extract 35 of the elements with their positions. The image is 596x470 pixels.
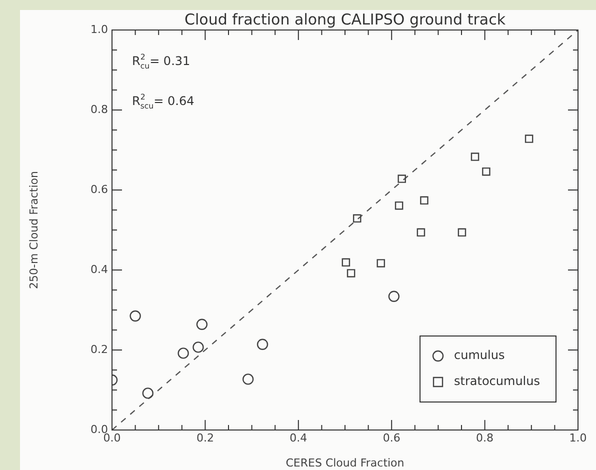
- point: [242, 374, 254, 385]
- legend-label: cumulus: [454, 348, 505, 362]
- point: [388, 290, 400, 302]
- point: [352, 214, 362, 223]
- x-axis-title: CERES Cloud Fraction: [286, 456, 404, 470]
- point: [342, 258, 350, 267]
- x-tick-label: 0.4: [290, 431, 308, 444]
- point: [256, 338, 268, 350]
- y-tick-label: 0.4: [90, 262, 108, 276]
- point: [470, 152, 480, 161]
- y-axis-title: 250-m Cloud Fraction: [27, 170, 40, 290]
- point: [196, 318, 208, 330]
- point: [130, 310, 141, 322]
- chart-title: Cloud fraction along CALIPSO ground track: [184, 10, 506, 28]
- point: [192, 342, 204, 353]
- point: [420, 196, 428, 205]
- point: [376, 259, 386, 268]
- y-tick-label: 0.2: [90, 342, 108, 356]
- point: [416, 228, 426, 237]
- point: [346, 269, 356, 278]
- x-tick-label: 0.8: [476, 431, 494, 444]
- y-tick-label: 1.0: [90, 22, 108, 36]
- point: [398, 174, 406, 183]
- point: [482, 167, 490, 176]
- x-tick-label: 1.0: [569, 431, 587, 444]
- y-tick-label: 0.8: [90, 102, 108, 116]
- y-tick-label: 0.6: [90, 182, 108, 196]
- x-tick-label: 0.6: [382, 431, 400, 444]
- point: [394, 201, 404, 210]
- point: [458, 228, 466, 237]
- legend-label: stratocumulus: [454, 374, 540, 388]
- point: [142, 388, 154, 399]
- x-tick-label: 0.2: [196, 431, 214, 444]
- point: [524, 134, 534, 143]
- point: [178, 348, 189, 359]
